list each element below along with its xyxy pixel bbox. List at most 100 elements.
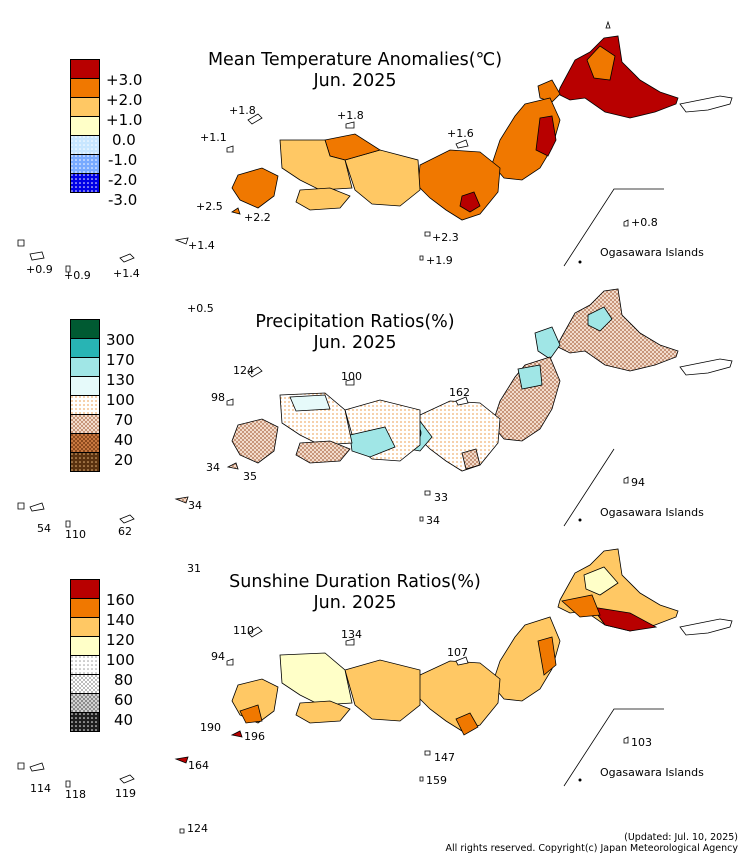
- kinki-region: [344, 659, 421, 722]
- kanto-dry: [461, 448, 481, 470]
- hokkaido-mid: [561, 594, 601, 618]
- legend-label: 20: [114, 451, 134, 469]
- legend-swatch: [70, 655, 100, 675]
- station-label: +2.3: [432, 231, 459, 244]
- legend-label: 100: [106, 651, 135, 669]
- station-label: +0.9: [26, 263, 53, 276]
- station-label: +1.9: [426, 254, 453, 267]
- station-label: 110: [65, 528, 86, 541]
- station-label: 34: [426, 514, 440, 527]
- station-label: 33: [434, 491, 448, 504]
- legend-label: -1.0: [108, 151, 138, 169]
- kinki-wet: [349, 426, 396, 458]
- legend-label: 120: [106, 631, 135, 649]
- legend-swatch: [70, 579, 100, 599]
- station-label: 103: [631, 736, 652, 749]
- precipitation-map: [17, 288, 733, 528]
- station-label: 94: [631, 476, 645, 489]
- legend-swatch: [70, 452, 100, 472]
- legend-swatch: [70, 376, 100, 396]
- station-label: +1.8: [337, 109, 364, 122]
- chubu-region: [417, 660, 501, 732]
- tohoku-east: [535, 115, 557, 157]
- legend-swatch: [70, 636, 100, 656]
- legend-label: 40: [114, 431, 134, 449]
- ogasawara-inset: [563, 188, 664, 267]
- kyushu-region: [231, 167, 279, 209]
- legend-swatch: [70, 135, 100, 155]
- station-label: 162: [449, 386, 470, 399]
- hokkaido-region: [557, 35, 679, 119]
- legend-swatch: [70, 617, 100, 637]
- sunshine-legend: [70, 579, 100, 732]
- legend-swatch: [70, 154, 100, 174]
- legend-swatch: [70, 598, 100, 618]
- tohoku-region: [491, 616, 561, 702]
- legend-label: 80: [114, 671, 134, 689]
- copyright-text: All rights reserved. Copyright(c) Japan …: [445, 843, 738, 854]
- hokkaido-wet: [587, 306, 613, 332]
- station-label: +1.4: [113, 267, 140, 280]
- updated-text: (Updated: Jul. 10, 2025): [624, 832, 738, 843]
- legend-swatch: [70, 319, 100, 339]
- station-label: 147: [434, 751, 455, 764]
- chugoku-region: [279, 652, 353, 706]
- station-label: +2.5: [196, 200, 223, 213]
- legend-label: +3.0: [106, 71, 143, 89]
- station-label: 119: [115, 787, 136, 800]
- legend-label: 170: [106, 351, 135, 369]
- hokkaido-east: [591, 606, 658, 632]
- temperature-panel: Mean Temperature Anomalies(℃) Jun. 2025: [0, 0, 750, 314]
- legend-label: 40: [114, 711, 134, 729]
- legend-swatch: [70, 338, 100, 358]
- legend-swatch: [70, 173, 100, 193]
- kyushu-region: [231, 418, 279, 464]
- kanto-hot: [459, 191, 481, 213]
- temperature-legend: [70, 59, 100, 193]
- kanto-sunny: [455, 712, 479, 736]
- station-label: 94: [211, 650, 225, 663]
- hokkaido-west: [586, 45, 616, 81]
- hokkaido-region: [557, 288, 679, 372]
- chubu-region: [417, 149, 501, 221]
- station-label: +2.2: [244, 211, 271, 224]
- ogasawara-label: Ogasawara Islands: [600, 506, 704, 519]
- shikoku-region: [295, 700, 351, 724]
- station-label: 110: [233, 624, 254, 637]
- sunshine-title: Sunshine Duration Ratios(%) Jun. 2025: [229, 572, 481, 613]
- kinki-region: [344, 149, 421, 207]
- legend-label: 60: [114, 691, 134, 709]
- chugoku-north: [289, 394, 331, 412]
- legend-label: -3.0: [108, 191, 138, 209]
- station-label: +0.8: [631, 216, 658, 229]
- hokkaido-north: [583, 566, 619, 596]
- legend-label: -2.0: [108, 171, 138, 189]
- legend-label: +2.0: [106, 91, 143, 109]
- station-label: 118: [65, 788, 86, 801]
- shikoku-region: [295, 440, 351, 464]
- station-label: 34: [188, 499, 202, 512]
- station-label: 190: [200, 721, 221, 734]
- tohoku-east: [537, 636, 557, 676]
- station-label: +0.5: [187, 302, 214, 315]
- legend-swatch: [70, 357, 100, 377]
- station-label: 54: [37, 522, 51, 535]
- legend-swatch: [70, 712, 100, 732]
- kyushu-south: [239, 704, 263, 724]
- precipitation-legend: [70, 319, 100, 472]
- station-label: 100: [341, 370, 362, 383]
- station-label: 124: [233, 364, 254, 377]
- station-label: +1.6: [447, 127, 474, 140]
- tohoku-region: [491, 356, 561, 442]
- legend-label: 160: [106, 591, 135, 609]
- ogasawara-label: Ogasawara Islands: [600, 766, 704, 779]
- precipitation-panel: Precipitation Ratios(%) Jun. 2025: [0, 285, 750, 574]
- station-label: 62: [118, 525, 132, 538]
- legend-label: 300: [106, 331, 135, 349]
- station-label: +1.4: [188, 239, 215, 252]
- station-label: 124: [187, 822, 208, 835]
- footer: (Updated: Jul. 10, 2025) All rights rese…: [446, 832, 738, 854]
- station-label: 196: [244, 730, 265, 743]
- station-label: 31: [187, 562, 201, 575]
- legend-swatch: [70, 116, 100, 136]
